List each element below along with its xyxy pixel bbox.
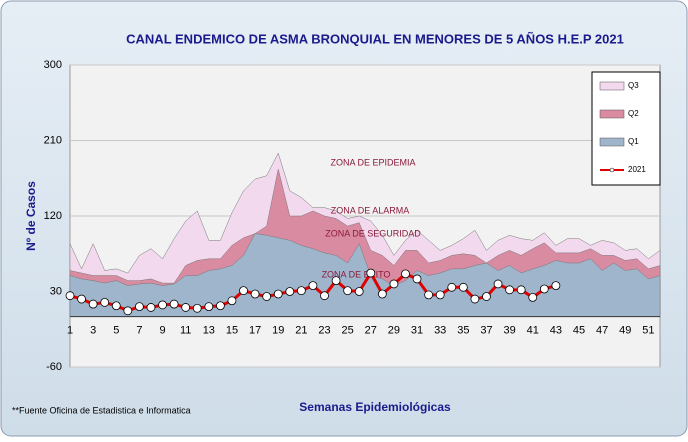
marker — [239, 286, 248, 296]
y-tick-label: 300 — [44, 59, 62, 71]
chart-title: CANAL ENDEMICO DE ASMA BRONQUIAL EN MENO… — [126, 31, 624, 46]
x-tick-label: 25 — [342, 325, 354, 337]
marker — [551, 281, 561, 291]
x-tick-label: 7 — [136, 325, 142, 337]
marker — [435, 290, 445, 300]
x-tick-label: 23 — [318, 325, 330, 337]
marker — [354, 287, 364, 296]
marker — [401, 269, 410, 279]
marker — [505, 285, 515, 295]
x-tick-label: 13 — [203, 325, 215, 337]
x-tick-label: 29 — [388, 325, 400, 337]
y-axis-title: Nº de Casos — [24, 181, 38, 251]
marker — [447, 282, 457, 292]
marker — [343, 286, 353, 296]
x-tick-label: 35 — [457, 325, 469, 337]
x-tick-label: 3 — [90, 325, 96, 337]
marker — [539, 284, 549, 294]
marker — [262, 292, 272, 301]
x-tick-label: 41 — [527, 325, 539, 337]
zone-label: ZONA DE ALARMA — [331, 205, 410, 215]
marker — [123, 306, 133, 316]
legend-swatch — [599, 81, 625, 91]
marker — [516, 285, 526, 295]
marker — [146, 303, 156, 312]
marker — [331, 276, 341, 285]
source-note: **Fuente Oficina de Estadistica e Inform… — [12, 405, 191, 415]
zone-label: ZONA DE SEGURIDAD — [325, 228, 421, 238]
legend-label: Q3 — [628, 81, 639, 90]
marker — [100, 298, 110, 307]
marker — [65, 291, 75, 301]
x-axis-title: Semanas Epidemiológicas — [299, 400, 451, 414]
y-tick-label: -60 — [46, 361, 62, 373]
marker — [285, 287, 295, 296]
x-tick-label: 5 — [113, 325, 119, 337]
x-tick-label: 47 — [596, 325, 608, 337]
x-tick-label: 21 — [295, 325, 307, 337]
marker — [493, 279, 503, 289]
legend-label: Q2 — [628, 109, 639, 118]
marker — [169, 299, 179, 309]
legend-box — [591, 71, 661, 186]
marker — [215, 301, 225, 311]
legend-label: 2021 — [628, 165, 646, 174]
marker — [308, 281, 318, 291]
marker — [135, 302, 144, 312]
marker — [470, 294, 480, 304]
legend-swatch — [609, 167, 615, 173]
x-tick-label: 39 — [503, 325, 515, 337]
zone-label: ZONA DE EXITO — [322, 269, 391, 279]
marker — [204, 302, 214, 312]
legend-swatch — [599, 137, 625, 147]
x-tick-label: 31 — [411, 325, 423, 337]
marker — [250, 289, 260, 299]
x-tick-label: 43 — [550, 325, 562, 337]
x-tick-label: 45 — [573, 325, 585, 337]
y-tick-label: 120 — [44, 210, 62, 222]
y-tick-label: 30 — [50, 285, 62, 297]
x-tick-label: 11 — [180, 325, 191, 337]
zone-label: ZONA DE EPIDEMIA — [330, 157, 415, 167]
legend-swatch — [599, 109, 625, 119]
marker — [424, 290, 434, 300]
marker — [192, 303, 202, 313]
x-tick-label: 17 — [249, 325, 261, 337]
marker — [482, 292, 491, 301]
x-tick-label: 19 — [272, 325, 284, 337]
marker — [181, 303, 191, 312]
marker — [88, 299, 98, 309]
marker — [111, 301, 121, 311]
marker — [158, 300, 167, 310]
marker — [458, 282, 468, 292]
marker — [412, 274, 422, 284]
x-tick-label: 33 — [434, 325, 446, 337]
marker — [273, 289, 283, 299]
marker — [528, 292, 538, 302]
x-tick-label: 9 — [159, 325, 165, 337]
x-tick-label: 1 — [67, 325, 73, 337]
marker — [320, 291, 329, 301]
x-tick-label: 37 — [480, 325, 492, 337]
y-tick-label: 210 — [44, 134, 62, 146]
legend-label: Q1 — [628, 137, 639, 146]
marker — [296, 286, 306, 296]
x-tick-label: 15 — [226, 325, 238, 337]
marker — [389, 279, 399, 289]
x-tick-label: 49 — [619, 325, 631, 337]
legend: Q3 Q2 Q1 2021 — [591, 71, 661, 186]
marker — [227, 296, 237, 306]
x-tick-label: 27 — [365, 325, 377, 337]
marker — [77, 294, 86, 304]
x-tick-label: 51 — [642, 325, 654, 337]
marker — [377, 289, 387, 299]
marker — [366, 268, 376, 278]
